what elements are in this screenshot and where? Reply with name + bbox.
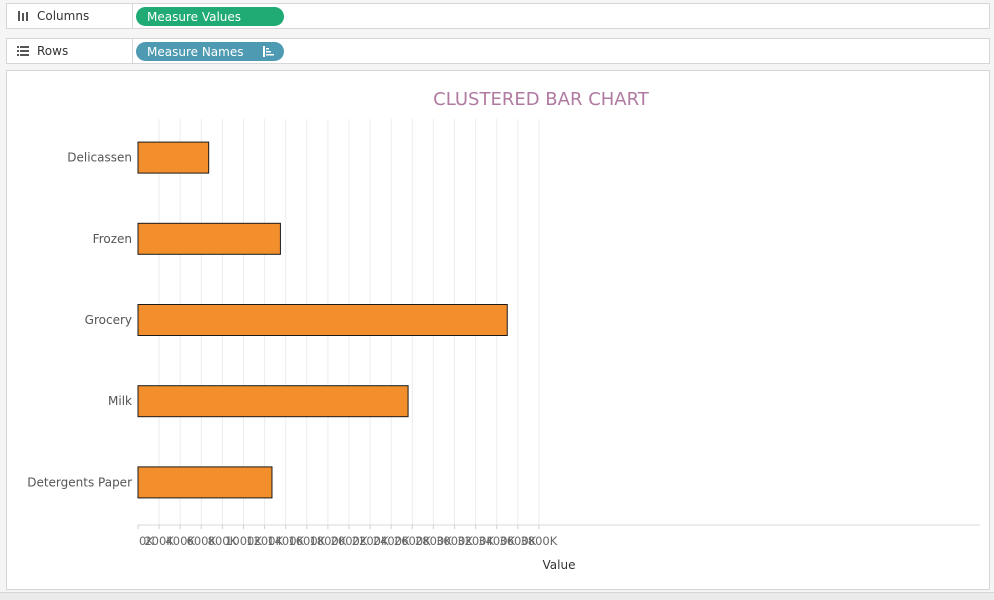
category-label: Frozen [93, 232, 132, 246]
bar [137, 385, 409, 418]
columns-shelf-label: Columns [7, 4, 133, 28]
measure-values-pill[interactable]: Measure Values [136, 7, 284, 26]
category-label: Delicassen [67, 151, 132, 165]
x-tick-label: 3000K [436, 534, 473, 548]
columns-shelf: Columns Measure Values [6, 3, 990, 29]
category-label: Milk [108, 394, 132, 408]
bar [137, 222, 281, 255]
x-tick-label: 800K [208, 534, 238, 548]
x-tick-label: 1200K [246, 534, 283, 548]
x-tick-label: 2800K [415, 534, 452, 548]
x-axis-label: Value [543, 558, 576, 572]
category-label: Grocery [85, 313, 132, 327]
x-tick-label: 400K [165, 534, 195, 548]
category-label: Detergents Paper [27, 475, 132, 489]
clustered-bar-chart: CLUSTERED BAR CHART 0K200K400K600K800K100… [27, 89, 980, 572]
chart-panel: CLUSTERED BAR CHART 0K 200K 400K 600K 800K 100… [6, 70, 990, 590]
bar [137, 466, 273, 499]
x-tick-label: 1400K [267, 534, 304, 548]
x-tick-label: 3400K [478, 534, 515, 548]
measure-names-pill-label: Measure Names [147, 44, 244, 59]
sort-descending-icon[interactable] [263, 46, 274, 60]
measure-values-pill-label: Measure Values [147, 9, 242, 24]
x-tick-label: 600K [187, 534, 217, 548]
measure-names-pill[interactable]: Measure Names [136, 42, 284, 61]
x-tick-label: 3200K [457, 534, 494, 548]
rows-icon [15, 45, 31, 57]
rows-shelf-label: Rows [7, 39, 133, 63]
bar [137, 304, 508, 336]
bottom-tab-strip [0, 592, 994, 600]
rows-label: Rows [37, 44, 69, 58]
columns-icon [15, 10, 31, 22]
x-tick-label: 1800K [309, 534, 346, 548]
x-tick-label: 3800K [520, 534, 557, 548]
x-tick-label: 2600K [394, 534, 431, 548]
x-tick-label: 3600K [499, 534, 536, 548]
x-tick-label: 1600K [288, 534, 325, 548]
columns-label: Columns [37, 9, 90, 23]
x-tick-label: 0K [139, 534, 154, 548]
x-tick-label: 2000K [331, 534, 368, 548]
bar [137, 141, 210, 174]
x-tick-label: 2400K [373, 534, 410, 548]
chart-title: CLUSTERED BAR CHART [433, 89, 650, 110]
x-tick-label: 200K [144, 534, 174, 548]
rows-shelf: Rows Measure Names [6, 38, 990, 64]
x-tick-label: 1000K [225, 534, 262, 548]
x-tick-label: 2200K [352, 534, 389, 548]
